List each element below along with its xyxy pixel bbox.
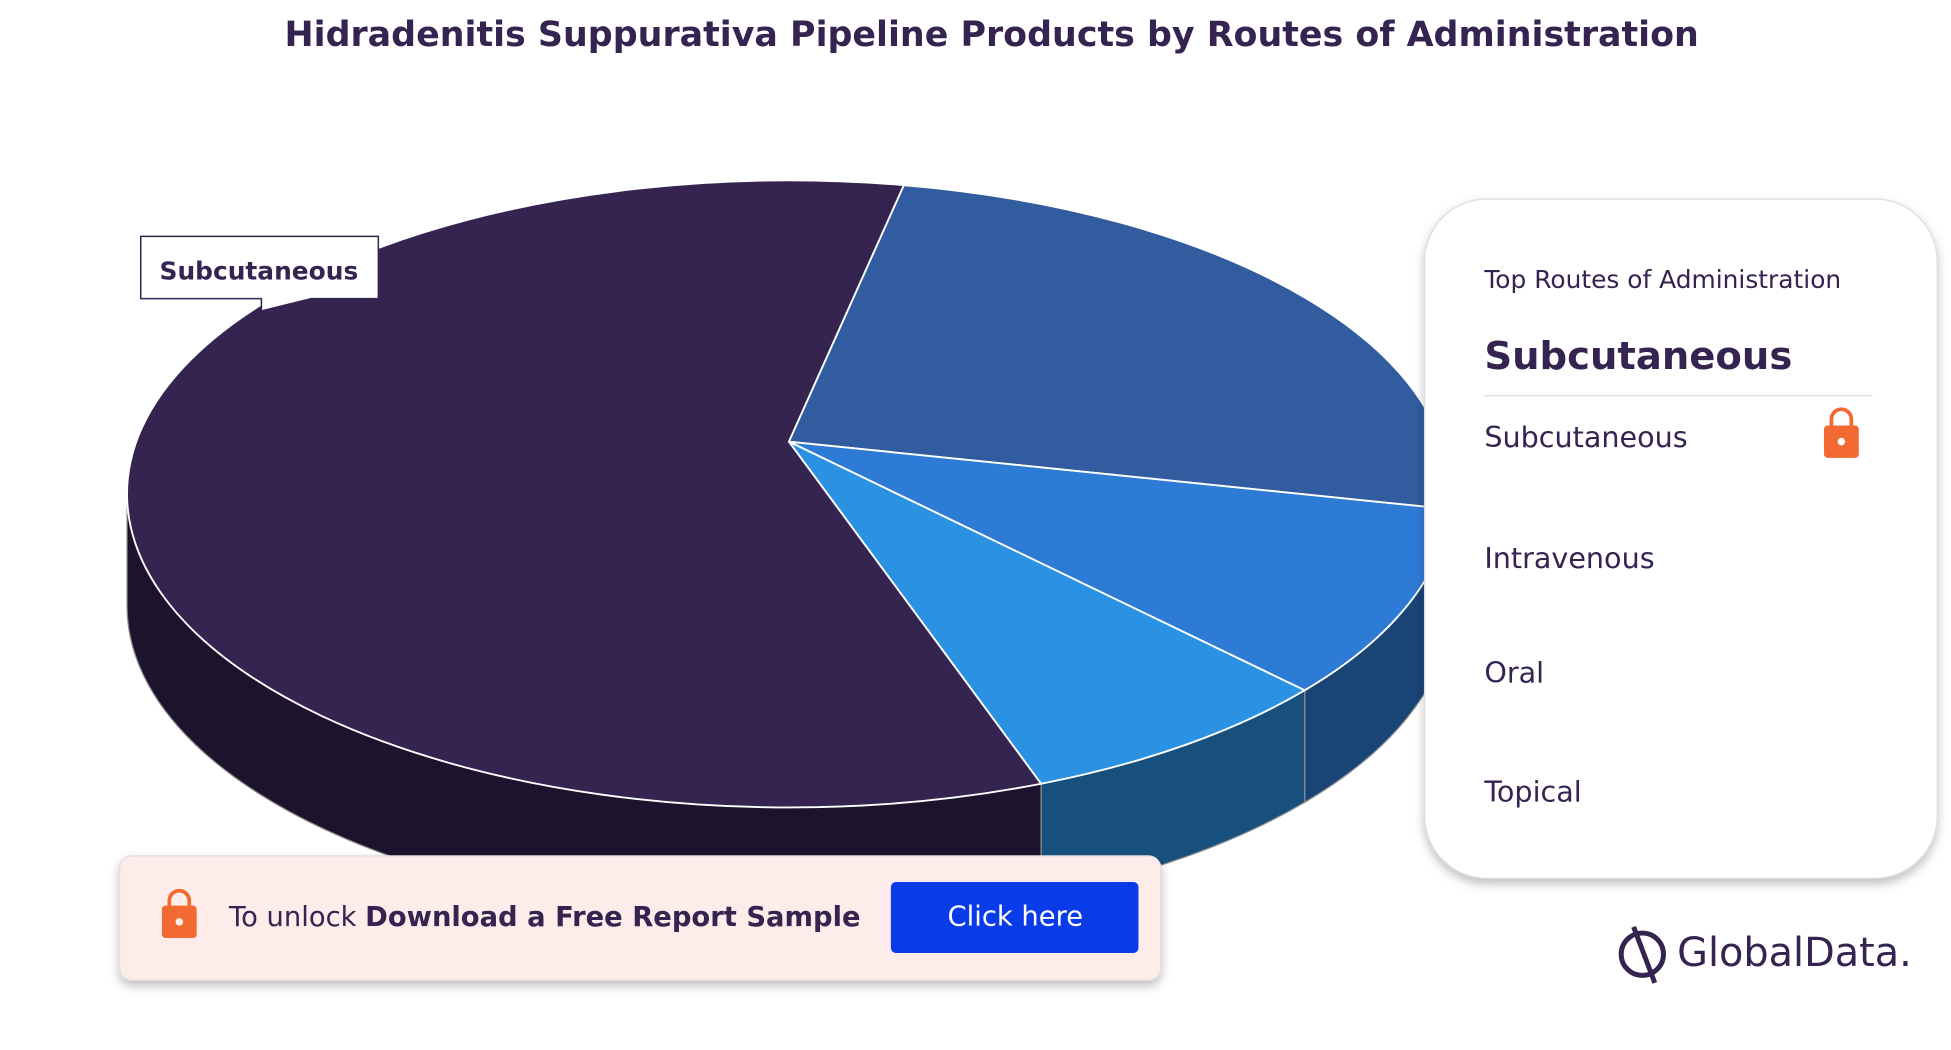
legend-label: Topical [1483, 775, 1581, 809]
legend-label: Oral [1484, 655, 1544, 689]
logo: GlobalData. [1618, 925, 1912, 984]
lock-icon [1823, 407, 1859, 458]
legend-label: Intravenous [1484, 541, 1654, 575]
callout: Subcutaneous [139, 235, 380, 312]
banner-lock [161, 888, 197, 939]
legend: Subcutaneous Intravenous Oral Topical [1483, 420, 1687, 809]
slice [788, 440, 1307, 785]
cta-label[interactable]: Click here [948, 902, 1084, 933]
chart-title: Hidradenitis Suppurativa Pipeline Produc… [285, 15, 1699, 55]
callout-box [139, 235, 380, 312]
legend-label: Subcutaneous [1484, 420, 1687, 454]
cta-button[interactable] [890, 882, 1139, 953]
logo-text: GlobalData. [1677, 930, 1912, 976]
panel-top: Subcutaneous [1484, 334, 1792, 379]
pie [126, 179, 1452, 920]
legend-panel: Top Routes of Administration Subcutaneou… [1423, 198, 1938, 879]
panel-title: Top Routes of Administration [1483, 265, 1841, 294]
slice [126, 179, 1043, 809]
banner: To unlock Download a Free Report Sample … [118, 855, 1162, 981]
panel-box [1423, 198, 1938, 879]
callout-label: Subcutaneous [160, 256, 359, 285]
banner-text: To unlock Download a Free Report Sample [228, 902, 860, 933]
